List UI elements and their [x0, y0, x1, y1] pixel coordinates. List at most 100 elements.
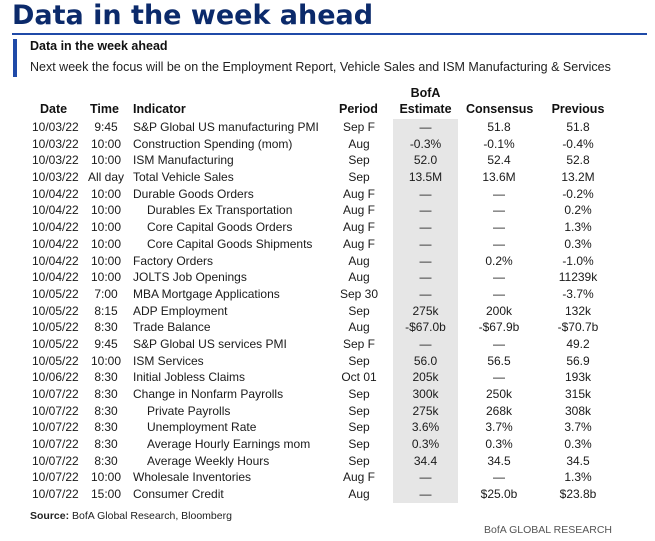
header-previous: Previous: [551, 102, 605, 116]
cell-previous: -1.0%: [562, 253, 594, 268]
cell-date: 10/07/22: [32, 437, 79, 452]
cell-bofa-estimate: 34.4: [413, 453, 438, 468]
cell-previous: 0.3%: [564, 437, 592, 452]
header-date: Date: [40, 102, 68, 116]
source-text: BofA Global Research, Bloomberg: [72, 510, 232, 522]
table-row: 10/04/22 10:00 Durable Goods Orders Aug F — —…: [0, 186, 655, 203]
cell-previous: -0.2%: [562, 186, 594, 201]
cell-period: Aug F: [342, 220, 375, 235]
cell-time: 7:00: [94, 286, 118, 301]
cell-previous: 193k: [564, 370, 592, 385]
cell-date: 10/04/22: [32, 236, 79, 251]
cell-period: Sep: [348, 153, 370, 168]
source-note: Source: BofA Global Research, Bloomberg: [30, 510, 232, 522]
cell-previous: 52.8: [566, 153, 590, 168]
table-row: 10/07/22 10:00 Wholesale Inventories Aug F —…: [0, 469, 655, 486]
cell-indicator: ADP Employment: [133, 303, 228, 318]
cell-previous: 132k: [564, 303, 592, 318]
cell-period: Sep: [348, 420, 370, 435]
cell-consensus: —: [493, 286, 505, 301]
table-row: 10/07/22 15:00 Consumer Credit Aug — $25.0b $2…: [0, 486, 655, 503]
cell-consensus: —: [493, 270, 505, 285]
cell-consensus: —: [493, 336, 505, 351]
brand-footer: BofA GLOBAL RESEARCH: [484, 524, 612, 536]
cell-bofa-estimate: -$67.0b: [405, 320, 446, 335]
cell-previous: 56.9: [566, 353, 590, 368]
cell-bofa-estimate: 205k: [412, 370, 439, 385]
cell-previous: 3.7%: [564, 420, 592, 435]
cell-bofa-estimate: —: [419, 120, 432, 134]
cell-indicator: Trade Balance: [133, 320, 211, 335]
cell-time: 8:30: [94, 420, 118, 435]
table-row: 10/05/22 9:45 S&P Global US services PMI Se…: [0, 336, 655, 353]
cell-period: Aug: [348, 320, 370, 335]
cell-date: 10/06/22: [32, 370, 79, 385]
cell-indicator: Core Capital Goods Shipments: [147, 236, 313, 251]
cell-consensus: 56.5: [487, 353, 511, 368]
cell-previous: $23.8b: [559, 487, 597, 502]
cell-bofa-estimate: 56.0: [413, 353, 438, 368]
cell-time: 9:45: [94, 336, 118, 351]
table-row: 10/04/22 10:00 Core Capital Goods Shipment…: [0, 236, 655, 253]
header-indicator: Indicator: [133, 102, 186, 116]
cell-period: Aug F: [342, 203, 375, 218]
cell-indicator: JOLTS Job Openings: [133, 270, 247, 285]
cell-indicator: Construction Spending (mom): [133, 136, 293, 151]
cell-bofa-estimate: 300k: [412, 387, 439, 401]
cell-time: 10:00: [90, 186, 122, 201]
cell-bofa-estimate: —: [419, 487, 432, 502]
cell-indicator: ISM Manufacturing: [133, 153, 234, 168]
cell-previous: 11239k: [558, 270, 598, 285]
data-table-body: 10/03/22 9:45 S&P Global US manufacturing …: [0, 119, 655, 503]
cell-consensus: 200k: [485, 303, 513, 318]
cell-indicator: MBA Mortgage Applications: [133, 286, 280, 301]
table-row: 10/05/22 8:30 Trade Balance Aug -$67.0b -$67.…: [0, 319, 655, 336]
cell-indicator: ISM Services: [133, 353, 204, 368]
cell-consensus: 3.7%: [485, 420, 513, 435]
cell-date: 10/07/22: [32, 487, 79, 502]
header-bofa-line2: Estimate: [399, 102, 452, 116]
page-title: Data in the week ahead: [12, 0, 374, 31]
cell-previous: -3.7%: [562, 286, 594, 301]
cell-period: Aug: [348, 136, 370, 151]
cell-indicator: Total Vehicle Sales: [133, 170, 234, 185]
table-row: 10/05/22 7:00 MBA Mortgage Applications Sep…: [0, 286, 655, 303]
cell-consensus: 13.6M: [482, 170, 516, 185]
cell-period: Sep: [348, 437, 370, 452]
cell-indicator: Consumer Credit: [133, 487, 224, 502]
cell-bofa-estimate: 3.6%: [411, 420, 440, 435]
cell-consensus: —: [493, 470, 505, 485]
cell-bofa-estimate: —: [419, 470, 432, 485]
cell-bofa-estimate: —: [419, 203, 432, 218]
cell-time: All day: [87, 170, 125, 185]
cell-period: Sep: [348, 303, 370, 318]
cell-time: 10:00: [90, 253, 122, 268]
cell-previous: 34.5: [566, 453, 590, 468]
cell-previous: 315k: [564, 387, 592, 401]
cell-date: 10/05/22: [32, 353, 79, 368]
cell-consensus: —: [493, 236, 505, 251]
cell-date: 10/03/22: [32, 136, 79, 151]
table-row: 10/05/22 8:15 ADP Employment Sep 275k 200k 132…: [0, 303, 655, 320]
cell-previous: 13.2M: [561, 170, 595, 185]
table-row: 10/07/22 8:30 Private Payrolls Sep 275k 268k 3…: [0, 403, 655, 420]
cell-time: 15:00: [90, 487, 122, 502]
table-row: 10/06/22 8:30 Initial Jobless Claims Oct 01…: [0, 369, 655, 386]
title-divider: [12, 33, 647, 35]
cell-period: Sep: [348, 353, 370, 368]
cell-date: 10/03/22: [32, 170, 79, 185]
cell-indicator: Change in Nonfarm Payrolls: [133, 387, 284, 401]
table-row: 10/03/22 10:00 ISM Manufacturing Sep 52.0 52.…: [0, 152, 655, 169]
cell-bofa-estimate: —: [419, 220, 432, 235]
cell-time: 9:45: [94, 120, 118, 134]
source-label: Source:: [30, 510, 70, 522]
cell-date: 10/04/22: [32, 253, 79, 268]
cell-consensus: 0.3%: [485, 437, 513, 452]
cell-consensus: 51.8: [487, 120, 511, 134]
cell-indicator: S&P Global US services PMI: [133, 336, 287, 351]
cell-consensus: 52.4: [487, 153, 511, 168]
cell-consensus: 250k: [485, 387, 513, 401]
cell-period: Aug: [348, 487, 370, 502]
table-row: 10/07/22 8:30 Change in Nonfarm Payrolls Se…: [0, 386, 655, 403]
cell-indicator: Factory Orders: [133, 253, 214, 268]
